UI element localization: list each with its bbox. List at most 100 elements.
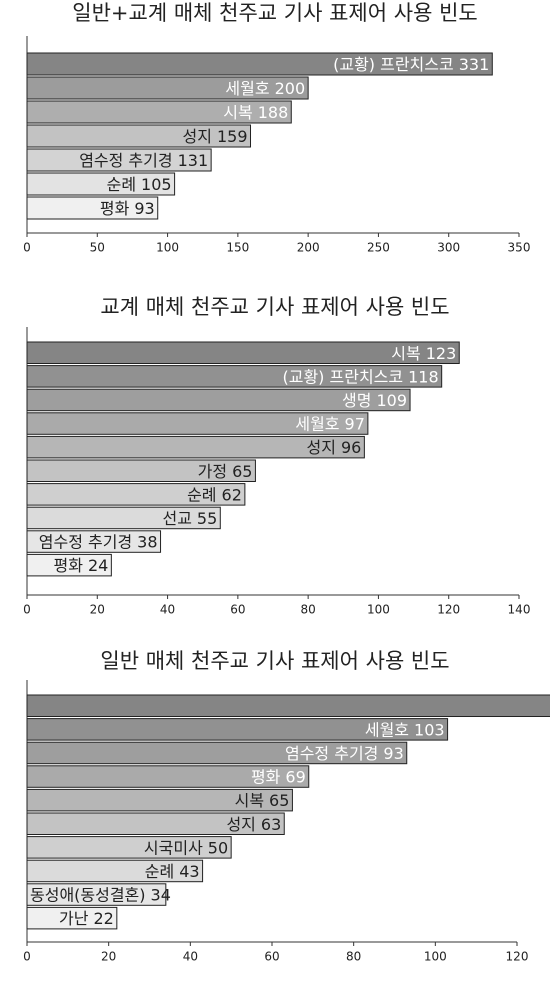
x-tick-label: 60 bbox=[230, 603, 245, 617]
bar bbox=[26, 172, 176, 196]
category-label: 순례 bbox=[187, 485, 216, 504]
bar bbox=[26, 388, 411, 412]
value-label: 123 bbox=[426, 343, 457, 362]
x-tick-label: 100 bbox=[367, 603, 390, 617]
bar bbox=[26, 836, 232, 859]
bar-label: 성지 96 bbox=[307, 438, 362, 457]
bar-label: 순례 105 bbox=[107, 175, 172, 194]
value-label: 97 bbox=[345, 414, 365, 433]
x-tick-label: 120 bbox=[437, 603, 460, 617]
value-label: 34 bbox=[151, 885, 171, 904]
bar bbox=[26, 52, 493, 76]
x-tick-label: 40 bbox=[160, 603, 175, 617]
value-label: 65 bbox=[269, 791, 289, 810]
bar bbox=[26, 906, 118, 930]
value-label: 105 bbox=[141, 175, 172, 194]
bar bbox=[26, 483, 246, 506]
bar-label: 세월호 103 bbox=[365, 720, 445, 739]
category-label: 평화 bbox=[54, 556, 84, 575]
bar-label: 동성애(동성결혼) 34 bbox=[30, 885, 171, 904]
value-label: 62 bbox=[222, 485, 242, 504]
bar-label: 시복 188 bbox=[223, 103, 288, 122]
bar bbox=[26, 553, 112, 577]
bar-label: 염수정 추기경 131 bbox=[79, 151, 208, 170]
category-label: 선교 bbox=[162, 508, 191, 527]
value-label: 50 bbox=[208, 838, 228, 857]
x-tick-label: 100 bbox=[424, 950, 447, 964]
category-label: 성지 bbox=[307, 438, 336, 457]
value-label: 96 bbox=[341, 438, 361, 457]
category-label: 시복 bbox=[391, 343, 420, 362]
value-label: 331 bbox=[459, 55, 490, 74]
bar-label: 순례 43 bbox=[145, 861, 200, 880]
bar-label: 성지 159 bbox=[183, 127, 248, 146]
value-label: 63 bbox=[261, 814, 281, 833]
value-label: 131 bbox=[178, 151, 209, 170]
x-tick-label: 120 bbox=[506, 950, 529, 964]
value-label: 22 bbox=[93, 909, 113, 928]
x-tick-label: 80 bbox=[346, 950, 361, 964]
value-label: 93 bbox=[383, 743, 403, 762]
value-label: 24 bbox=[88, 556, 108, 575]
bar bbox=[26, 412, 369, 435]
category-label: 생명 bbox=[342, 390, 371, 409]
x-tick-label: 100 bbox=[156, 241, 179, 255]
category-label: 염수정 추기경 bbox=[39, 532, 132, 551]
bar bbox=[26, 859, 204, 883]
bar bbox=[26, 530, 162, 553]
bar bbox=[26, 741, 408, 765]
bar bbox=[26, 435, 365, 459]
category-label: 시국미사 bbox=[144, 838, 203, 857]
bar bbox=[26, 76, 309, 100]
bar-label: 평화 24 bbox=[54, 556, 109, 575]
bar-chart: 일반 매체 천주교 기사 표제어 사용 빈도020406080100120(교황… bbox=[23, 649, 550, 964]
category-label: 가정 bbox=[198, 461, 227, 480]
x-tick-label: 300 bbox=[437, 241, 460, 255]
bar bbox=[26, 812, 285, 835]
bar-label: 평화 93 bbox=[100, 199, 155, 218]
bar bbox=[26, 124, 252, 148]
bar-chart: 교계 매체 천주교 기사 표제어 사용 빈도 0 20 40 60 80 100 120 140… bbox=[23, 295, 530, 617]
bar bbox=[26, 341, 460, 364]
value-label: 38 bbox=[137, 532, 157, 551]
value-label: 43 bbox=[179, 861, 199, 880]
category-label: 동성애(동성결혼) bbox=[30, 885, 146, 904]
x-tick-label: 0 bbox=[23, 241, 31, 255]
bar-label: 성지 63 bbox=[226, 814, 281, 833]
x-tick-label: 80 bbox=[301, 603, 316, 617]
value-label: 159 bbox=[217, 127, 248, 146]
category-label: 성지 bbox=[226, 814, 255, 833]
x-tick-label: 0 bbox=[23, 603, 31, 617]
category-label: 평화 bbox=[251, 767, 281, 786]
category-label: 염수정 추기경 bbox=[285, 743, 378, 762]
bar-label: 세월호 97 bbox=[295, 414, 365, 433]
value-label: 65 bbox=[232, 461, 252, 480]
value-label: 200 bbox=[275, 79, 306, 98]
bar bbox=[26, 506, 221, 530]
value-label: 109 bbox=[377, 390, 408, 409]
chart-title: 교계 매체 천주교 기사 표제어 사용 빈도 bbox=[100, 295, 449, 319]
x-tick-label: 250 bbox=[367, 241, 390, 255]
chart-title: 일반+교계 매체 천주교 기사 표제어 사용 빈도 bbox=[72, 1, 477, 25]
value-label: 103 bbox=[414, 720, 445, 739]
bar-label: 염수정 추기경 93 bbox=[285, 743, 404, 762]
x-tick-label: 40 bbox=[183, 950, 198, 964]
x-tick-label: 200 bbox=[297, 241, 320, 255]
x-tick-label: 20 bbox=[101, 950, 116, 964]
bar-label: 가난 22 bbox=[59, 909, 114, 928]
bar bbox=[26, 765, 310, 788]
bar-label: 시국미사 50 bbox=[144, 838, 228, 857]
bar bbox=[26, 365, 443, 388]
x-tick-label: 0 bbox=[23, 950, 31, 964]
bar-label: 가정 65 bbox=[198, 461, 253, 480]
x-tick-label: 140 bbox=[508, 603, 531, 617]
category-label: 시복 bbox=[223, 103, 252, 122]
x-tick-label: 150 bbox=[226, 241, 249, 255]
bar bbox=[26, 788, 293, 812]
bar-chart: 일반+교계 매체 천주교 기사 표제어 사용 빈도 0 50 100 150 200 250… bbox=[23, 1, 530, 255]
category-label: 평화 bbox=[100, 199, 130, 218]
category-label: 염수정 추기경 bbox=[79, 151, 172, 170]
category-label: 세월호 bbox=[225, 79, 269, 98]
value-label: 118 bbox=[408, 367, 439, 386]
